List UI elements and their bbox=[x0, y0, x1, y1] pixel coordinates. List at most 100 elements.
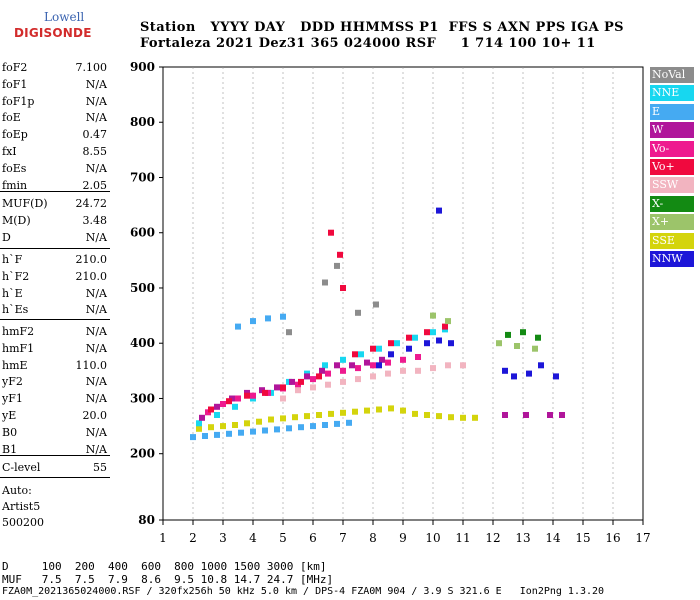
data-point bbox=[316, 412, 322, 418]
data-point bbox=[232, 422, 238, 428]
data-point bbox=[364, 359, 370, 366]
param-row: M(D) 3.48 bbox=[0, 213, 110, 229]
data-point bbox=[355, 376, 361, 383]
data-point bbox=[373, 301, 379, 308]
legend-entry: NNE bbox=[650, 85, 694, 102]
data-point bbox=[256, 418, 262, 425]
param-name: h`F bbox=[2, 253, 23, 266]
data-point bbox=[340, 367, 346, 374]
data-point bbox=[400, 356, 406, 363]
param-value: 3.48 bbox=[82, 213, 108, 227]
param-row: hmF2 N/A bbox=[0, 324, 110, 340]
param-value: N/A bbox=[85, 425, 107, 439]
auto-label: Auto: bbox=[2, 484, 32, 497]
x-tick-label: 1 bbox=[159, 531, 167, 545]
data-point bbox=[385, 359, 391, 366]
legend-entry: NoVal bbox=[650, 67, 694, 83]
legend-label: NNW bbox=[652, 252, 683, 265]
data-point bbox=[445, 318, 451, 325]
param-row: h`Es N/A bbox=[0, 302, 110, 318]
param-value: 8.55 bbox=[82, 145, 108, 158]
x-tick-label: 12 bbox=[485, 531, 500, 545]
x-tick-label: 2 bbox=[189, 531, 197, 545]
data-point bbox=[310, 384, 316, 391]
data-point bbox=[502, 412, 508, 418]
data-point bbox=[400, 407, 406, 414]
param-name: hmF1 bbox=[2, 341, 35, 355]
data-point bbox=[400, 367, 406, 374]
data-point bbox=[250, 428, 256, 435]
data-point bbox=[559, 412, 565, 418]
data-point bbox=[280, 313, 286, 320]
data-point bbox=[274, 426, 280, 433]
data-point bbox=[412, 410, 418, 417]
data-point bbox=[340, 409, 346, 416]
footer-file-info: FZA0M_2021365024000.RSF / 320fx256h 50 k… bbox=[2, 586, 605, 597]
param-row: MUF(D) 24.72 bbox=[0, 196, 110, 212]
param-name: foF1 bbox=[2, 77, 28, 91]
param-name: h`E bbox=[2, 286, 23, 300]
data-point bbox=[214, 431, 220, 438]
param-name: B0 bbox=[2, 425, 18, 439]
data-point bbox=[280, 415, 286, 422]
data-point bbox=[430, 365, 436, 372]
logo-lowell: Lowell bbox=[44, 10, 85, 24]
data-point bbox=[325, 381, 331, 388]
digisonde-logo: Lowell DIGISONDE bbox=[4, 2, 91, 42]
param-value: N/A bbox=[85, 392, 107, 406]
data-point bbox=[319, 367, 325, 374]
data-point bbox=[394, 340, 400, 347]
auto-artist: Artist5 bbox=[2, 500, 41, 513]
param-row: yE 20.0 bbox=[0, 408, 110, 424]
data-point bbox=[199, 414, 205, 421]
data-point bbox=[265, 315, 271, 322]
param-value: 2.05 bbox=[82, 178, 108, 192]
data-point bbox=[514, 343, 520, 349]
data-point bbox=[289, 378, 295, 385]
param-row: h`E N/A bbox=[0, 286, 110, 302]
data-point bbox=[208, 406, 214, 413]
param-value: N/A bbox=[85, 341, 107, 355]
data-point bbox=[538, 362, 544, 369]
data-point bbox=[370, 345, 376, 352]
data-point bbox=[445, 362, 451, 369]
data-point bbox=[553, 373, 559, 380]
param-row: hmE 110.0 bbox=[0, 358, 110, 374]
data-points bbox=[190, 207, 565, 441]
data-point bbox=[352, 408, 358, 415]
data-point bbox=[262, 427, 268, 434]
data-point bbox=[442, 323, 448, 330]
data-point bbox=[376, 362, 382, 369]
data-point bbox=[280, 395, 286, 402]
data-point bbox=[295, 387, 301, 394]
data-point bbox=[340, 285, 346, 291]
param-name: foF1p bbox=[2, 94, 35, 108]
param-row: foF1 N/A bbox=[0, 77, 110, 93]
data-point bbox=[424, 329, 430, 336]
vertical-gridlines bbox=[192, 67, 614, 520]
param-name: yE bbox=[2, 409, 17, 422]
x-tick-label: 4 bbox=[249, 531, 257, 545]
param-row: B1 N/A bbox=[0, 442, 110, 458]
data-point bbox=[520, 329, 526, 336]
data-point bbox=[232, 403, 238, 410]
param-name: MUF(D) bbox=[2, 197, 48, 210]
data-point bbox=[472, 414, 478, 421]
data-point bbox=[325, 370, 331, 377]
param-value: N/A bbox=[85, 303, 107, 317]
data-point bbox=[226, 398, 232, 405]
data-point bbox=[436, 413, 442, 420]
data-point bbox=[226, 430, 232, 437]
data-point bbox=[322, 422, 328, 428]
param-value: N/A bbox=[85, 230, 107, 244]
y-tick-label: 600 bbox=[130, 226, 155, 240]
param-row: foEs N/A bbox=[0, 161, 110, 177]
legend-label: Vo+ bbox=[652, 160, 675, 173]
param-value: N/A bbox=[85, 325, 107, 338]
data-point bbox=[430, 329, 436, 336]
data-point bbox=[511, 373, 517, 380]
legend-label: W bbox=[652, 123, 664, 137]
param-name: yF1 bbox=[2, 392, 23, 406]
x-tick-label: 6 bbox=[309, 531, 317, 545]
data-point bbox=[310, 423, 316, 430]
